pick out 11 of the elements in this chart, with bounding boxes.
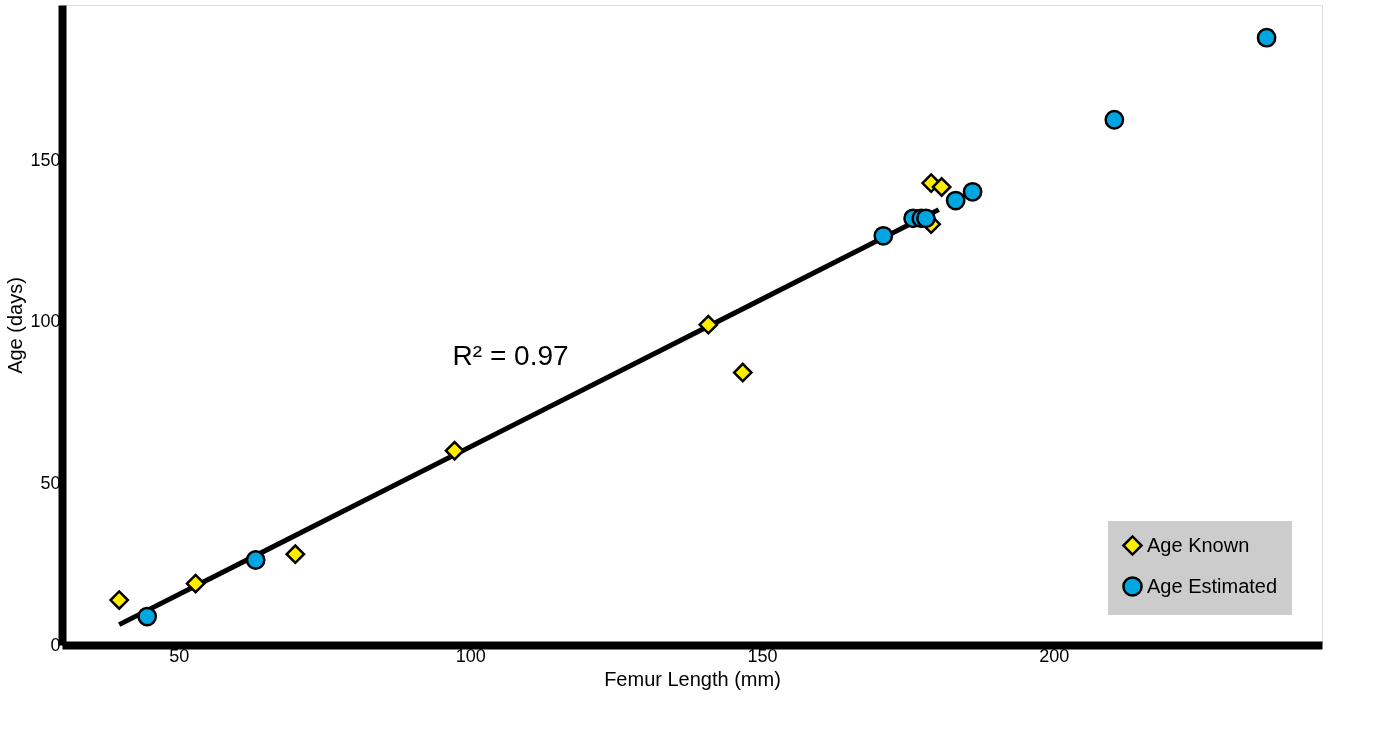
x-tick-label: 50 bbox=[169, 645, 190, 666]
y-axis-title: Age (days) bbox=[4, 277, 27, 374]
y-tick-label: 150 bbox=[30, 149, 61, 170]
annotation: R² = 0.97 bbox=[452, 340, 569, 371]
y-tick-label: 100 bbox=[30, 311, 61, 332]
x-tick-label: 150 bbox=[747, 645, 778, 666]
legend-label: Age Estimated bbox=[1147, 574, 1278, 597]
legend-label: Age Known bbox=[1147, 533, 1250, 556]
x-axis-title: Femur Length (mm) bbox=[604, 667, 781, 690]
x-tick-label: 200 bbox=[1039, 645, 1070, 666]
x-tick-label: 100 bbox=[455, 645, 486, 666]
